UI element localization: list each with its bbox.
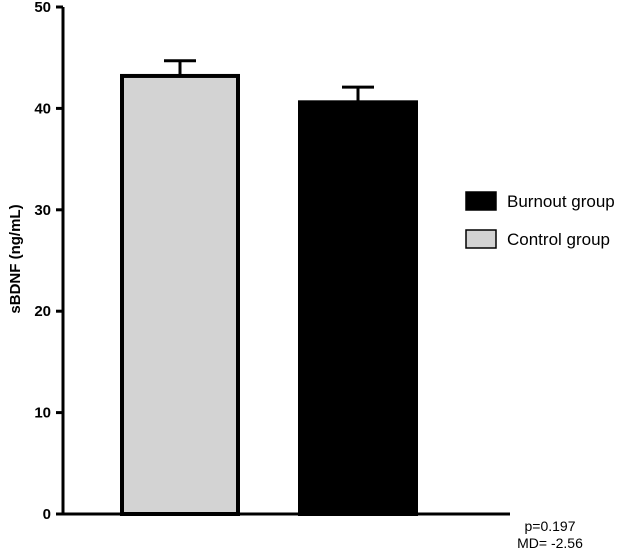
md-annotation: MD= -2.56: [517, 535, 583, 551]
error-bars: [164, 59, 374, 103]
y-axis: 0 10 20 30 40 50: [34, 0, 65, 523]
p-value-annotation: p=0.197: [525, 518, 576, 534]
bars: [120, 73, 418, 517]
y-tick-label: 10: [34, 405, 51, 422]
y-tick-label: 40: [34, 100, 51, 117]
y-tick-label: 20: [34, 303, 51, 320]
legend-swatch: [465, 229, 497, 249]
y-tick-label: 0: [43, 506, 51, 523]
bar-control-group: [120, 73, 240, 517]
legend-label: Control group: [507, 230, 610, 249]
y-tick-label: 50: [34, 0, 51, 16]
legend: Burnout group Control group: [465, 191, 615, 249]
y-axis-title: sBDNF (ng/mL): [7, 204, 24, 313]
bar-burnout-group: [298, 100, 418, 516]
legend-swatch: [465, 191, 497, 211]
y-tick-label: 30: [34, 202, 51, 219]
legend-label: Burnout group: [507, 192, 615, 211]
